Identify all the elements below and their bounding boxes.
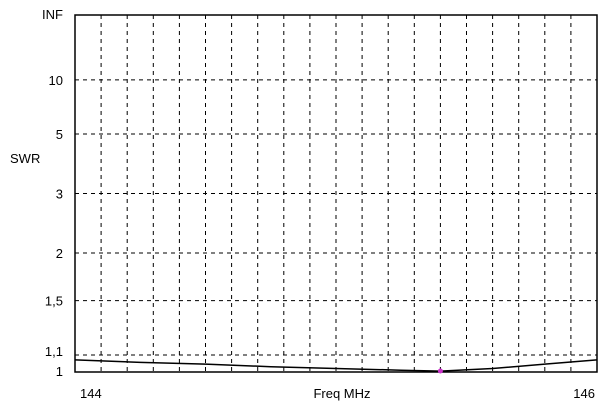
series-layer <box>74 359 598 374</box>
y-tick-label: 1,1 <box>45 344 63 359</box>
resonance-marker <box>437 368 443 374</box>
x-axis-label: Freq MHz <box>313 386 370 401</box>
y-tick-label: INF <box>42 7 63 22</box>
grid-lines <box>75 15 597 372</box>
x-tick-label: 144 <box>80 386 102 401</box>
y-tick-label: 10 <box>49 73 63 88</box>
y-tick-label: 3 <box>56 187 63 202</box>
plot-frame <box>74 14 598 373</box>
x-tick-label: 146 <box>573 386 595 401</box>
x-tick-labels: 144 146 <box>80 386 595 401</box>
y-tick-label: 1 <box>56 364 63 379</box>
y-axis-label: SWR <box>10 151 40 166</box>
swr-curve <box>74 359 598 372</box>
y-tick-label: 2 <box>56 246 63 261</box>
y-tick-label: 5 <box>56 127 63 142</box>
y-tick-labels: INF 10 5 3 2 1,5 1,1 1 <box>42 7 63 379</box>
y-tick-label: 1,5 <box>45 294 63 309</box>
